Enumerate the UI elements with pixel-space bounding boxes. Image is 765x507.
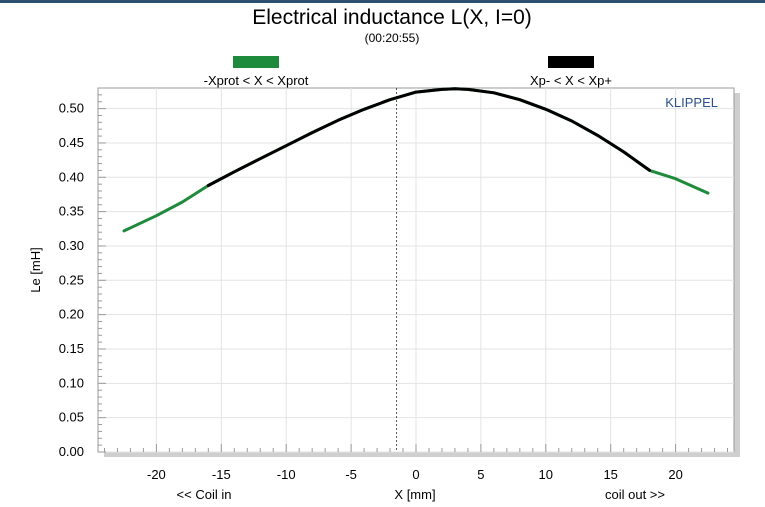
- y-tick-label: 0.10: [59, 375, 84, 390]
- x-tick-label: -5: [345, 467, 357, 482]
- y-tick-labels: 0.00 0.05 0.10 0.15 0.20 0.25 0.30 0.35 0.40 0.45…: [59, 101, 84, 459]
- y-tick-label: 0.35: [59, 204, 84, 219]
- y-tick-label: 0.20: [59, 307, 84, 322]
- series-line-black: [206, 87, 652, 187]
- y-tick-label: 0.25: [59, 272, 84, 287]
- legend-swatch-green: [233, 56, 279, 68]
- legend-label-green: -Xprot < X < Xprot: [204, 73, 309, 88]
- window-top-bar: [0, 0, 765, 3]
- x-tick-label: 5: [477, 467, 484, 482]
- chart-subtitle: (00:20:55): [365, 31, 420, 45]
- x-axis-right-note: coil out >>: [605, 487, 665, 502]
- minor-ticks: [98, 87, 729, 453]
- y-axis-label: Le [mH]: [28, 247, 43, 293]
- y-tick-label: 0.00: [59, 444, 84, 459]
- chart-title: Electrical inductance L(X, I=0): [252, 6, 532, 29]
- x-tick-label: 0: [412, 467, 419, 482]
- x-axis-label: X [mm]: [394, 487, 435, 502]
- x-tick-label: 15: [603, 467, 617, 482]
- x-tick-label: 10: [539, 467, 553, 482]
- x-tick-label: 20: [668, 467, 682, 482]
- y-tick-label: 0.40: [59, 169, 84, 184]
- y-tick-label: 0.30: [59, 238, 84, 253]
- x-axis-left-note: << Coil in: [177, 487, 232, 502]
- series-group: [122, 87, 710, 233]
- x-tick-labels: -20 -15 -10 -5 0 5 10 15 20: [147, 467, 683, 482]
- x-tick-label: -20: [147, 467, 166, 482]
- grid: [98, 88, 734, 453]
- x-tick-label: -15: [212, 467, 231, 482]
- x-tick-label: -10: [277, 467, 296, 482]
- brand-label: KLIPPEL: [665, 95, 718, 110]
- y-tick-label: 0.15: [59, 341, 84, 356]
- y-tick-label: 0.45: [59, 135, 84, 150]
- y-tick-label: 0.50: [59, 101, 84, 116]
- legend-swatch-black: [548, 56, 594, 68]
- legend-label-black: Xp- < X < Xp+: [530, 73, 612, 88]
- y-tick-label: 0.05: [59, 410, 84, 425]
